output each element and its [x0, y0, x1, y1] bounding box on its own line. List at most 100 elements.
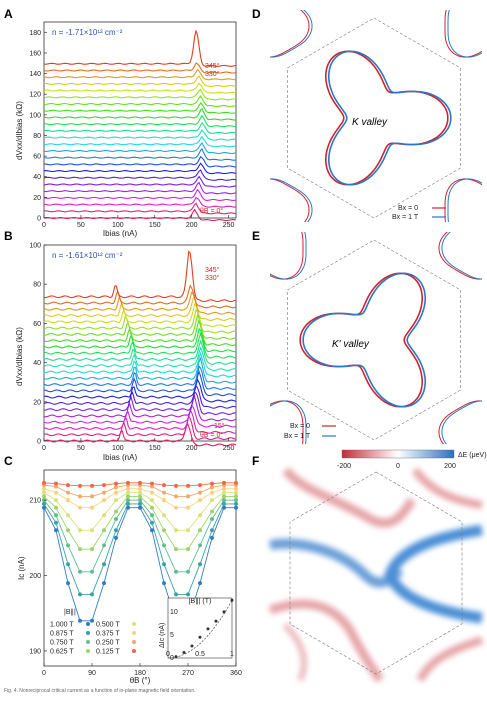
data-point	[210, 517, 214, 521]
x-tick-label: 0	[42, 445, 46, 452]
data-point	[174, 483, 178, 488]
waterfall-curve	[43, 394, 237, 422]
corner-contour-bx1	[441, 400, 482, 444]
data-point	[198, 562, 202, 567]
panel-f-blue-band-right	[384, 524, 483, 624]
data-point	[78, 494, 82, 499]
data-point	[78, 483, 82, 488]
data-point	[114, 490, 118, 495]
data-point	[210, 485, 214, 490]
data-point	[66, 528, 70, 533]
waterfall-curve	[43, 82, 237, 94]
legend-entry: 0.875 T	[50, 631, 74, 638]
data-point	[66, 581, 70, 586]
data-point	[162, 581, 166, 586]
data-point	[114, 517, 118, 521]
panel-a-y-ticks: 0 20 40 60 80 100 120 140 160 180	[29, 30, 47, 223]
data-point	[210, 481, 214, 486]
data-point	[198, 490, 202, 495]
y-tick-label: 0	[37, 439, 41, 446]
data-point	[198, 581, 202, 586]
panel-b-label: B	[4, 229, 13, 243]
inset-point	[222, 610, 226, 614]
corner-contour-bx0	[270, 232, 304, 280]
panel-f-colorbar-label: ΔE (μeV)	[458, 452, 487, 459]
panel-c-label: C	[4, 454, 13, 468]
x-tick-label: 50	[77, 222, 85, 229]
waterfall-curve	[43, 141, 237, 155]
waterfall-curve	[43, 250, 237, 303]
legend-entry: 0.375 T	[96, 631, 120, 638]
waterfall-curve	[43, 188, 237, 201]
data-point	[222, 490, 226, 495]
panel-c-inset-xlabel: |B∥| (T)	[189, 597, 212, 605]
waterfall-curve	[43, 339, 237, 365]
waterfall-curve	[43, 68, 236, 81]
waterfall-curve	[43, 303, 237, 328]
waterfall-curve	[44, 114, 237, 128]
contour-bx1	[302, 272, 426, 408]
panel-a-curves	[43, 30, 237, 222]
data-point	[66, 543, 70, 548]
data-point	[174, 569, 178, 574]
data-point	[90, 494, 94, 499]
waterfall-curve	[43, 414, 237, 441]
waterfall-curve	[43, 327, 237, 353]
waterfall-curve	[43, 155, 237, 168]
data-point	[126, 490, 130, 495]
data-point	[234, 498, 238, 503]
inset-point	[214, 619, 218, 623]
waterfall-curve	[43, 308, 237, 334]
x-tick-label: 50	[77, 445, 85, 452]
y-tick-label: 60	[33, 154, 41, 161]
corner-contour-bx1	[270, 10, 313, 58]
data-point	[150, 498, 154, 503]
corner-contour-bx0	[438, 400, 482, 444]
panel-f-colorbar-tick-zero: 0	[396, 463, 400, 470]
x-tick-label: 100	[112, 445, 124, 452]
figure-caption: Fig. 4. Nonreciprocal critical current a…	[4, 688, 196, 694]
data-point	[198, 498, 202, 503]
waterfall-curve	[43, 408, 236, 434]
data-point	[234, 494, 238, 499]
data-point	[222, 505, 226, 510]
y-tick-label: 100	[29, 112, 41, 119]
data-point	[138, 480, 142, 485]
data-point	[114, 498, 118, 503]
panel-b-angle-low: 15°	[214, 422, 225, 430]
data-point	[54, 481, 58, 486]
panel-b-y-ticks: 0 20 40 60 80 100	[29, 243, 47, 446]
data-point	[114, 485, 118, 490]
waterfall-curve	[43, 169, 237, 181]
data-point	[198, 543, 202, 548]
x-tick-label: 250	[223, 445, 235, 452]
data-point	[210, 498, 214, 503]
data-point	[66, 498, 70, 503]
data-point	[186, 569, 190, 574]
waterfall-curve	[43, 290, 237, 315]
contour-bx1	[328, 50, 452, 186]
x-tick-label: 100	[112, 222, 124, 229]
data-point	[78, 528, 82, 533]
data-point	[186, 592, 190, 597]
inset-point	[206, 627, 210, 631]
corner-contour-bx1	[270, 178, 313, 222]
data-point	[150, 520, 154, 525]
y-tick-label: 190	[29, 648, 41, 655]
panel-b-x-ticks: 0 50 100 150 200 250	[42, 438, 235, 452]
panel-b-curves	[43, 250, 237, 447]
fit-curve	[43, 499, 236, 573]
data-point	[186, 494, 190, 499]
waterfall-curve	[43, 129, 237, 141]
data-point	[42, 490, 46, 495]
data-point	[186, 528, 190, 533]
panel-f-colorbar-tick-pos: 200	[444, 463, 456, 470]
waterfall-curve	[43, 88, 237, 101]
corner-contour-bx0	[444, 178, 482, 222]
panel-c-xlabel: θB (°)	[130, 676, 151, 685]
data-point	[234, 486, 238, 491]
legend-marker	[132, 640, 136, 644]
panel-f-red-band-top-right	[411, 467, 483, 509]
panel-d-label: D	[252, 7, 261, 21]
